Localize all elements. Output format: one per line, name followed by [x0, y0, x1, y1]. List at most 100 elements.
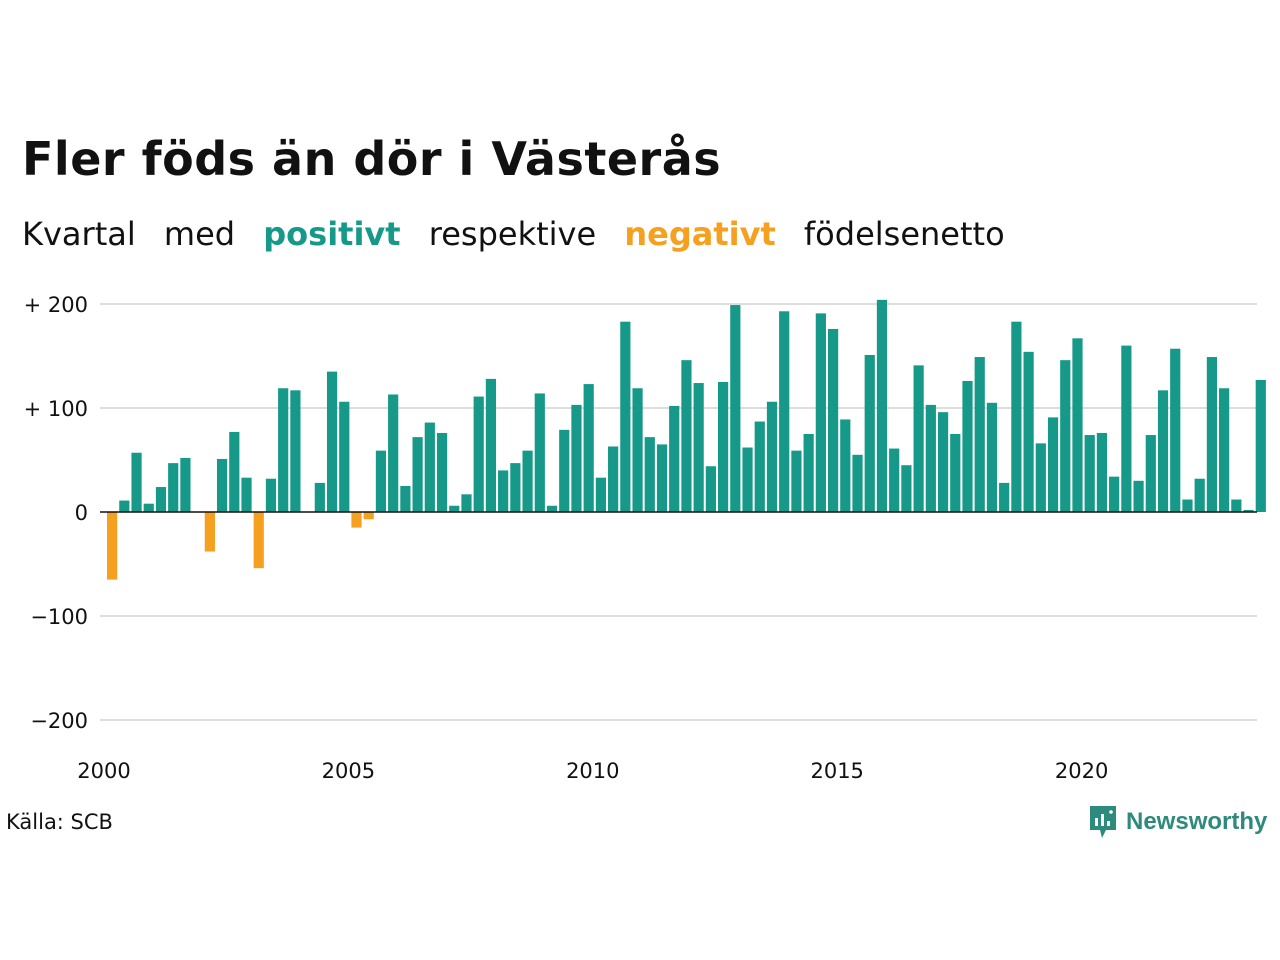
- bar: [1011, 321, 1022, 512]
- bar: [510, 463, 521, 512]
- bar: [595, 477, 606, 512]
- bar: [827, 328, 839, 512]
- bar: [803, 434, 814, 512]
- bar: [1133, 480, 1144, 512]
- bar: [1157, 390, 1169, 512]
- bar: [461, 494, 472, 512]
- subtitle-word-birth-net: födelsenetto: [803, 215, 1005, 253]
- bar: [363, 512, 374, 520]
- bar: [901, 465, 912, 512]
- bar: [815, 313, 826, 512]
- x-tick-label: 2005: [322, 759, 375, 783]
- x-tick-label: 2020: [1055, 759, 1108, 783]
- bar: [1072, 338, 1083, 512]
- bar: [1170, 348, 1181, 512]
- bar: [571, 404, 582, 512]
- y-tick-label: −200: [30, 709, 88, 733]
- bar: [485, 378, 497, 512]
- newsworthy-logo-text: Newsworthy: [1126, 808, 1268, 835]
- bar: [180, 457, 191, 512]
- bar: [766, 401, 778, 512]
- y-tick-label: −100: [30, 605, 88, 629]
- bar: [962, 380, 973, 512]
- bar: [583, 384, 594, 512]
- bar: [937, 412, 949, 512]
- bar: [326, 371, 338, 512]
- bar: [229, 431, 240, 512]
- bar: [754, 421, 765, 512]
- bar: [1121, 345, 1132, 512]
- bar: [986, 402, 998, 512]
- bar: [119, 500, 130, 512]
- bars: [107, 299, 1266, 580]
- bar: [1243, 509, 1254, 512]
- bar: [265, 478, 277, 512]
- bar: [375, 450, 387, 512]
- bar: [791, 450, 802, 512]
- bar: [620, 321, 631, 512]
- bar: [925, 404, 936, 512]
- bar: [1047, 417, 1059, 512]
- bar: [779, 311, 790, 512]
- bar: [1084, 435, 1095, 512]
- newsworthy-logo: Newsworthy: [1088, 804, 1267, 840]
- bar: [852, 454, 863, 512]
- bar: [473, 396, 484, 512]
- subtitle-word-respectively: respektive: [428, 215, 597, 253]
- chart-title: Fler föds än dör i Västerås: [22, 132, 722, 186]
- y-tick-label: + 200: [24, 293, 88, 317]
- bar: [400, 486, 411, 512]
- bar: [1231, 499, 1242, 512]
- bar: [1182, 499, 1193, 512]
- bar: [913, 365, 924, 512]
- subtitle-word-with: med: [163, 215, 236, 253]
- bar: [705, 466, 716, 512]
- bar: [143, 503, 154, 512]
- bar: [107, 512, 118, 580]
- subtitle-negative-label: negativt: [624, 215, 776, 253]
- subtitle-positive-label: positivt: [263, 215, 401, 253]
- bar: [253, 512, 264, 569]
- subtitle-word-quarter: Kvartal: [22, 215, 136, 253]
- bar: [278, 388, 289, 512]
- bar: [498, 470, 509, 512]
- bar: [241, 477, 252, 512]
- bar: [449, 505, 460, 512]
- bar-chart: + 200 + 100 0 −100 −200 2000 2005 2010 2015 2020: [24, 293, 1266, 783]
- x-tick-label: 2000: [77, 759, 130, 783]
- bar: [656, 444, 668, 512]
- bar: [522, 450, 533, 512]
- bar: [632, 388, 643, 512]
- bar: [1109, 476, 1120, 512]
- bar: [131, 452, 142, 512]
- bar: [1194, 478, 1205, 512]
- bar: [840, 419, 851, 512]
- bar: [1035, 443, 1046, 512]
- bar: [412, 437, 423, 512]
- bar: [644, 437, 655, 512]
- bar: [351, 512, 362, 528]
- bar: [1060, 360, 1071, 512]
- bar: [290, 390, 301, 512]
- y-tick-label: + 100: [24, 397, 88, 421]
- bar: [876, 299, 888, 512]
- bar: [889, 448, 900, 512]
- bar: [974, 357, 985, 512]
- bar: [424, 422, 435, 512]
- bar: [742, 447, 753, 512]
- bar: [559, 429, 570, 512]
- bar: [339, 401, 350, 512]
- x-tick-label: 2010: [566, 759, 619, 783]
- bar: [950, 434, 961, 512]
- y-tick-label: 0: [75, 501, 88, 525]
- bar: [1096, 432, 1108, 512]
- bar: [216, 458, 228, 512]
- bar: [693, 383, 704, 512]
- bar: [534, 393, 545, 512]
- bar: [1219, 388, 1230, 512]
- bar: [730, 305, 741, 512]
- bar: [314, 482, 325, 512]
- x-tick-label: 2015: [810, 759, 863, 783]
- bar: [669, 405, 680, 512]
- bar: [1023, 351, 1034, 512]
